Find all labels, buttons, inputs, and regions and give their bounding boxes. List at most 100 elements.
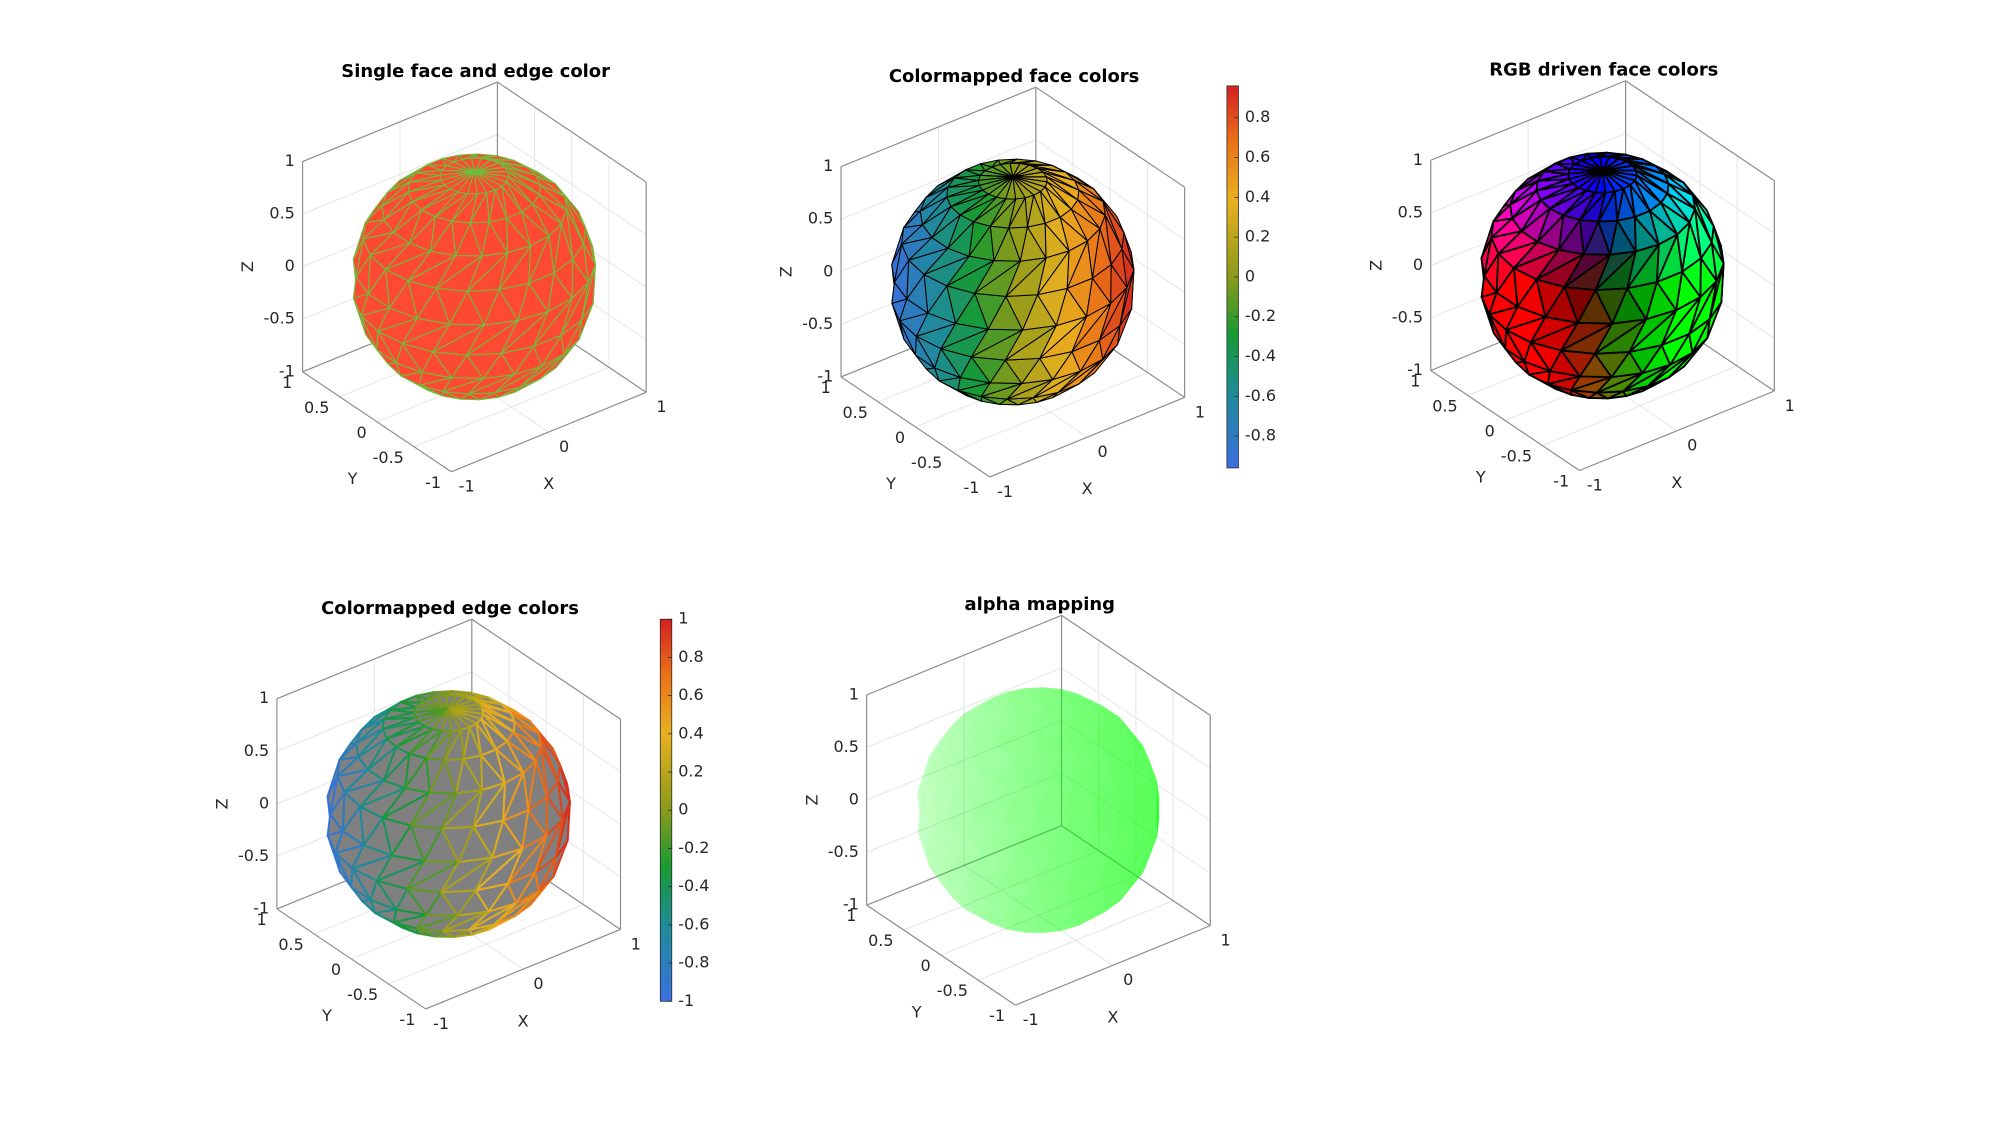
- grid-line: [1061, 720, 1211, 821]
- sphere-face: [953, 814, 982, 852]
- sphere-face: [985, 722, 1023, 744]
- x-axis-label: X: [1671, 473, 1682, 492]
- sphere-face: [1058, 899, 1107, 926]
- z-tick-label: -0.5: [802, 314, 833, 333]
- z-tick-label: 0: [259, 793, 269, 812]
- grid-line: [388, 903, 584, 985]
- sphere-face: [1023, 687, 1043, 693]
- axis-edge: [866, 825, 1062, 906]
- sphere-face: [964, 905, 986, 919]
- y-tick-label: -1: [1553, 472, 1569, 491]
- sphere-face: [991, 166, 1014, 178]
- sphere-face: [1092, 769, 1114, 817]
- sphere-face: [957, 743, 986, 777]
- sphere-face: [927, 851, 957, 871]
- sphere-face: [964, 745, 1012, 771]
- sphere-face: [1091, 900, 1121, 919]
- axis-edge: [1625, 80, 1775, 182]
- z-tick-label: 1: [285, 151, 295, 170]
- sphere-face: [1030, 693, 1077, 712]
- sphere-face: [1601, 156, 1611, 172]
- sphere-face: [985, 878, 1022, 899]
- y-tick-label: 1: [256, 910, 266, 929]
- sphere-face: [1116, 785, 1136, 825]
- sphere-face: [444, 694, 450, 710]
- sphere-face: [998, 796, 1045, 831]
- sphere-face: [920, 788, 935, 828]
- z-tick-label: 0: [849, 789, 859, 808]
- y-tick-label: -1: [989, 1006, 1005, 1025]
- sphere-face: [1090, 802, 1113, 850]
- sphere-face: [932, 788, 950, 828]
- sphere-face: [1147, 818, 1160, 857]
- sphere-face: [1024, 927, 1044, 934]
- sphere-face: [435, 255, 483, 292]
- colorbar-tick-label: 0.2: [1245, 227, 1270, 246]
- sphere-face: [948, 734, 977, 766]
- sphere-face: [940, 745, 980, 771]
- sphere-face: [1046, 925, 1079, 931]
- sphere-face: [473, 157, 482, 173]
- sphere-face: [1070, 873, 1097, 905]
- sphere-face: [964, 909, 993, 924]
- sphere-face: [1009, 162, 1014, 178]
- sphere-face: [1091, 900, 1121, 919]
- sphere-face: [966, 876, 998, 906]
- sphere-face: [1045, 762, 1080, 797]
- x-axis-label: X: [518, 1011, 529, 1030]
- grid-line: [276, 671, 473, 752]
- x-tick-label: -1: [1587, 475, 1603, 494]
- sphere-face: [461, 158, 475, 173]
- sphere-face: [1047, 886, 1079, 912]
- sphere-face: [998, 871, 1031, 896]
- sphere-face: [995, 732, 1046, 763]
- sphere-face: [1096, 849, 1125, 882]
- sphere-face: [1112, 811, 1125, 861]
- sphere-face: [948, 725, 977, 754]
- sphere-face: [1103, 718, 1131, 744]
- sphere-face: [1013, 824, 1049, 859]
- sphere-face: [1005, 688, 1024, 697]
- sphere-face: [993, 832, 1018, 867]
- colorbar-tick-label: -0.8: [1245, 426, 1276, 445]
- sphere-face: [948, 820, 994, 846]
- colorbar-tick-label: -1: [678, 991, 694, 1010]
- z-tick-label: 0.5: [244, 741, 269, 760]
- sphere-face: [1096, 737, 1126, 770]
- sphere-face: [1070, 881, 1097, 910]
- sphere-face: [1070, 715, 1097, 746]
- sphere-face: [1058, 867, 1070, 900]
- x-tick-label: 0: [1123, 970, 1133, 989]
- sphere-face: [919, 813, 934, 852]
- z-tick-label: -1: [1407, 360, 1423, 379]
- sphere-face: [973, 706, 1004, 716]
- sphere-face: [1063, 779, 1095, 823]
- sphere-face: [964, 716, 996, 746]
- colorbar-tick-label: 0.4: [1245, 187, 1270, 206]
- subplot-title: RGB driven face colors: [1489, 60, 1718, 81]
- sphere-face: [446, 165, 475, 173]
- sphere-face: [447, 699, 474, 710]
- sphere-face: [1072, 881, 1104, 910]
- x-tick-label: 0: [533, 974, 543, 993]
- sphere-face: [972, 837, 999, 872]
- sphere-face: [1057, 689, 1083, 699]
- sphere-face: [1072, 705, 1105, 729]
- sphere-face: [929, 739, 949, 756]
- sphere-face: [1031, 822, 1064, 859]
- sphere-face: [1123, 749, 1152, 802]
- sphere-face: [924, 758, 952, 782]
- sphere-face: [1053, 751, 1072, 787]
- axis-edge: [276, 618, 473, 700]
- z-tick-label: -0.5: [264, 309, 295, 328]
- y-tick-label: 0.5: [304, 398, 329, 417]
- sphere-face: [1004, 907, 1039, 916]
- sphere-face: [1045, 708, 1077, 734]
- sphere-face: [940, 725, 959, 741]
- y-tick-label: -0.5: [911, 453, 942, 472]
- colorbar-tick-label: 1: [678, 609, 688, 628]
- sphere-face: [998, 800, 1045, 833]
- sphere-face: [1065, 873, 1085, 905]
- sphere-face: [1032, 907, 1079, 928]
- sphere-face: [929, 867, 948, 884]
